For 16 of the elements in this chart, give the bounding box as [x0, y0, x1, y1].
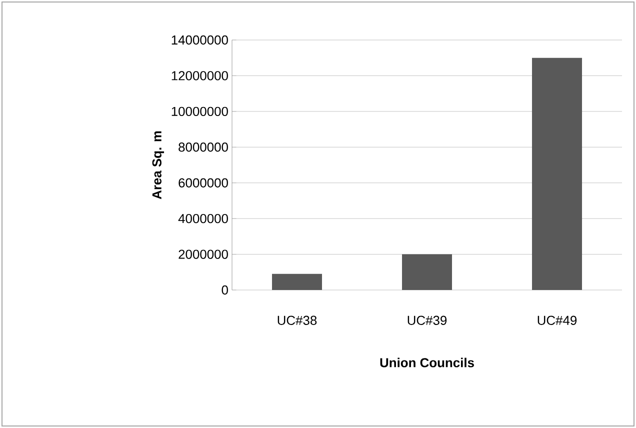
y-tick-label: 4000000 — [178, 214, 228, 224]
y-tick-label: 10000000 — [172, 106, 228, 116]
x-tick-label: UC#39 — [408, 316, 447, 325]
x-tick-label: UC#49 — [538, 316, 577, 325]
y-tick-label: 14000000 — [172, 35, 228, 45]
y-tick-label: 0 — [222, 285, 228, 295]
bar — [532, 58, 582, 290]
y-axis-title: Area Sq. m — [152, 131, 164, 200]
y-tick-label: 8000000 — [178, 142, 228, 152]
y-tick-label: 2000000 — [178, 250, 228, 259]
y-tick-label: 12000000 — [172, 71, 228, 80]
x-tick-label: UC#38 — [278, 316, 317, 325]
x-axis-title: Union Councils — [380, 358, 474, 368]
bar — [272, 274, 322, 290]
bar — [402, 254, 452, 290]
y-tick-label: 6000000 — [178, 178, 228, 188]
